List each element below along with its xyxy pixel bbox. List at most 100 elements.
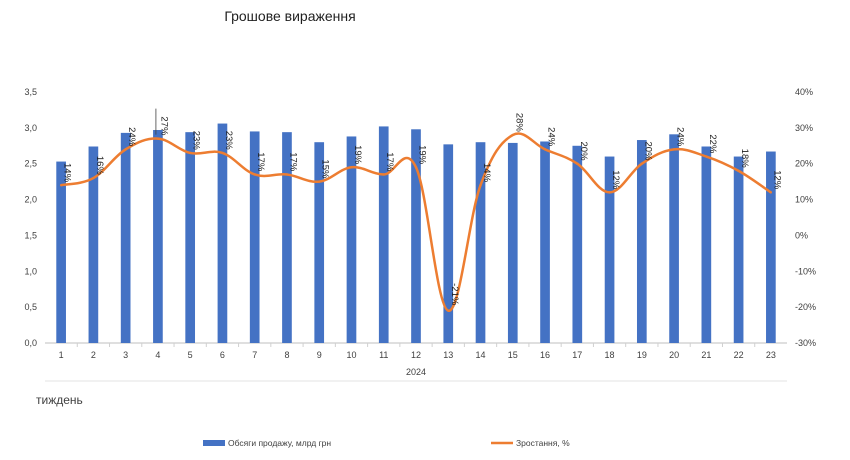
legend-label-line: Зростання, %: [516, 438, 570, 448]
data-label: 15%: [320, 159, 331, 179]
x-tick-label: 16: [540, 350, 550, 360]
line-point: [769, 191, 773, 194]
legend: Обсяги продажу, млрд грн Зростання, %: [203, 438, 570, 448]
x-tick-label: 12: [411, 350, 421, 360]
line-point: [318, 180, 321, 183]
data-labels: 14% 16% 24% 27% 23% 23% 17% 17% 15% 19% 17% 19% -21%…: [62, 108, 782, 306]
y-right-tick-label: 40%: [795, 87, 813, 97]
y-left-tick-label: 3,0: [24, 123, 37, 133]
line-point: [576, 162, 579, 165]
data-label: 27%: [158, 116, 169, 136]
x-tick-label: 14: [476, 350, 486, 360]
bar: [572, 145, 583, 343]
y-left-tick-label: 0,0: [24, 338, 37, 348]
line-point: [608, 191, 611, 194]
y-left-tick-label: 3,5: [24, 87, 37, 97]
bar: [249, 131, 260, 343]
bar: [185, 132, 196, 343]
line-point: [124, 148, 127, 151]
line-point: [447, 309, 450, 312]
line-point: [511, 133, 514, 137]
bar: [604, 156, 615, 343]
x-tick-label: 1: [59, 350, 64, 360]
x-tick-label: 10: [346, 350, 356, 360]
bar: [507, 142, 518, 343]
line-point: [737, 169, 740, 173]
line-point: [156, 137, 160, 140]
bar: [346, 136, 357, 343]
data-label: 24%: [675, 127, 686, 147]
x-tick-label: 7: [252, 350, 257, 360]
x-tick-label: 20: [669, 350, 679, 360]
line-point: [188, 151, 192, 155]
y-left-tick-label: 2,0: [24, 195, 37, 205]
x-tick-label: 13: [443, 350, 453, 360]
data-label: 22%: [707, 134, 718, 154]
x-tick-label: 17: [572, 350, 582, 360]
data-label: 19%: [352, 145, 363, 165]
x-tick-label: 3: [123, 350, 128, 360]
y-left-tick-label: 0,5: [24, 302, 37, 312]
y-right-tick-label: -10%: [795, 266, 816, 276]
line-point: [672, 148, 676, 151]
data-label: 12%: [771, 170, 782, 190]
bar: [217, 123, 228, 343]
y-left-tick-label: 1,5: [24, 230, 37, 240]
data-label: 17%: [384, 152, 395, 172]
line-point: [350, 166, 353, 169]
line-path: [60, 132, 772, 312]
data-label: 18%: [739, 149, 750, 169]
bar: [443, 144, 454, 343]
data-label: 23%: [223, 131, 234, 151]
data-label: 28%: [513, 113, 524, 133]
data-label: 14%: [62, 163, 73, 183]
line-point: [382, 173, 385, 176]
x-group-label: 2024: [406, 367, 426, 377]
line-point: [705, 155, 708, 158]
axes: 0,0 0,5 1,0 1,5 2,0 2,5 3,0 3,5 -30% -20% -10% 0% 10…: [24, 87, 816, 382]
bar: [636, 140, 647, 343]
data-label: 17%: [255, 152, 266, 172]
x-tick-label: 18: [605, 350, 615, 360]
data-label: -21%: [449, 283, 460, 306]
x-tick-label: 4: [155, 350, 160, 360]
line-point: [253, 173, 256, 176]
x-tick-label: 22: [734, 350, 744, 360]
x-tick-label: 19: [637, 350, 647, 360]
bar: [56, 161, 66, 343]
chart-title: Грошове вираження: [224, 8, 355, 24]
data-label: 17%: [287, 152, 298, 172]
y-right-tick-label: -20%: [795, 302, 816, 312]
y-left-tick-label: 1,0: [24, 266, 37, 276]
data-label: 24%: [546, 127, 557, 147]
bar: [411, 129, 421, 343]
line-point: [59, 184, 63, 187]
bar: [314, 142, 325, 343]
x-tick-label: 9: [317, 350, 322, 360]
data-label: 20%: [578, 142, 589, 162]
x-tick-label: 6: [220, 350, 225, 360]
bar-series: [56, 123, 776, 344]
data-label: 19%: [417, 145, 428, 165]
data-label: 16%: [94, 156, 105, 176]
line-point: [92, 176, 95, 180]
data-label: 23%: [191, 131, 202, 151]
line-point: [479, 184, 482, 187]
line-point: [414, 166, 418, 169]
line-point: [285, 173, 289, 176]
line-series: [59, 132, 773, 312]
bar: [88, 146, 99, 343]
x-tick-label: 5: [188, 350, 193, 360]
line-point: [543, 148, 547, 151]
data-label: 14%: [481, 163, 492, 183]
bar: [282, 132, 292, 343]
bar: [733, 156, 744, 343]
x-tick-label: 15: [508, 350, 518, 360]
x-tick-label: 2: [91, 350, 96, 360]
bar: [378, 126, 389, 344]
data-label: 12%: [610, 170, 621, 190]
y-right-tick-label: 30%: [795, 123, 813, 133]
data-label: 24%: [126, 127, 137, 147]
